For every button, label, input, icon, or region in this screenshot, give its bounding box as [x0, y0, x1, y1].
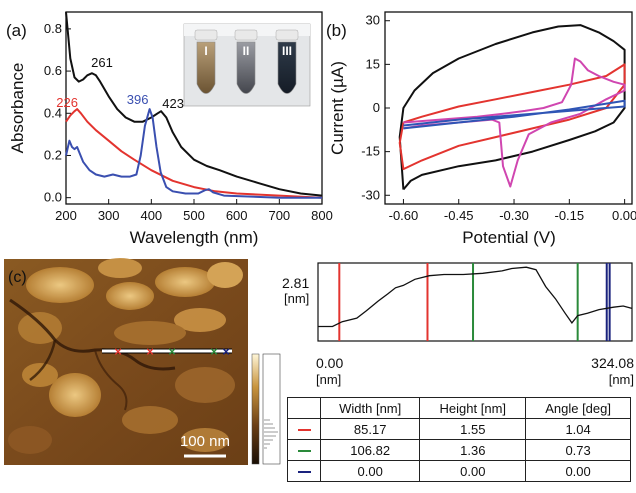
y-tick-label: 0.6 [44, 63, 62, 78]
x-axis-title: Wavelength (nm) [130, 228, 259, 247]
tube-label-ii: II [243, 44, 250, 58]
row-swatch [297, 471, 311, 474]
header-height: Height [nm] [419, 397, 527, 419]
profile-statistics-table: Width [nm] Height [nm] Angle [deg] 85.17… [287, 397, 631, 482]
table-row: 85.17 1.55 1.04 [287, 418, 631, 440]
peak-label: 423 [162, 96, 184, 111]
x-tick-label: 300 [98, 208, 120, 223]
x-tick-label: -0.60 [389, 208, 419, 223]
scale-bar-label: 100 nm [180, 433, 230, 450]
profile-frame [317, 262, 633, 342]
x-tick-label: 0.00 [612, 208, 636, 223]
peak-label: 396 [127, 92, 149, 107]
row-swatch [297, 450, 311, 453]
spectrum-line-1 [65, 108, 323, 199]
profile-y-unit: [nm] [284, 291, 309, 306]
cell-width: 0.00 [319, 460, 421, 482]
cv-curve-3 [403, 99, 626, 130]
x-tick-label: -0.15 [555, 208, 585, 223]
blue-marker: × [222, 344, 230, 359]
table-header-row: Width [nm] Height [nm] Angle [deg] [287, 397, 631, 419]
tube-ii [234, 29, 258, 94]
y-tick-label: 15 [366, 56, 380, 71]
x-tick-label: 500 [183, 208, 205, 223]
y-tick-label: 0.8 [44, 21, 62, 36]
uv-vis-panel: (a) 200 300 400 500 600 700 800 0.0 0.2 0.4 0.6 0.… [6, 11, 333, 247]
profile-y-max: 2.81 [282, 275, 309, 291]
panel-c-label: (c) [8, 269, 27, 286]
cyclic-voltammetry-panel: (b) -0.60 -0.45 -0.30 -0.15 0.00 30 15 0 -15 -30… [326, 11, 636, 247]
profile-x-end-unit: [nm] [609, 372, 634, 387]
peak-label: 226 [56, 95, 78, 110]
x-tick-label: 200 [55, 208, 77, 223]
x-tick-label: 700 [268, 208, 290, 223]
table-row: 106.82 1.36 0.73 [287, 439, 631, 461]
cv-curve-1 [398, 63, 626, 171]
y-tick-label: 0 [373, 100, 380, 115]
cell-angle: 1.04 [525, 418, 631, 440]
panel-a-label: (a) [6, 21, 27, 40]
profile-x-start-unit: [nm] [316, 372, 341, 387]
y-tick-label: 0.0 [44, 190, 62, 205]
color-scale-bar [251, 353, 260, 465]
height-profile-panel: 2.81 [nm] 0.00 [nm] 324.08 [nm] [282, 262, 634, 387]
red-marker-1: × [114, 344, 122, 359]
y-tick-label: 0.4 [44, 105, 62, 120]
spectrum-line-2 [65, 108, 322, 199]
cell-width: 85.17 [319, 418, 421, 440]
y-tick-label: -15 [361, 144, 380, 159]
y-axis-title: Absorbance [8, 63, 27, 154]
header-swatch [287, 397, 321, 419]
x-axis-title: Potential (V) [462, 228, 556, 247]
y-tick-label: 0.2 [44, 147, 62, 162]
y-axis-title: Current (µA) [328, 61, 347, 155]
tube-iii [275, 29, 299, 94]
row-swatch [297, 429, 311, 432]
cell-angle: 0.00 [525, 460, 631, 482]
tube-i [194, 29, 218, 94]
cv-curve-0 [398, 24, 626, 191]
y-tick-label: 30 [366, 13, 380, 28]
x-tick-label: 800 [311, 208, 333, 223]
cell-height: 0.00 [419, 460, 527, 482]
x-tick-label: -0.45 [444, 208, 474, 223]
cell-angle: 0.73 [525, 439, 631, 461]
header-width: Width [nm] [319, 397, 421, 419]
cv-curve-2 [403, 57, 626, 188]
x-tick-label: -0.30 [499, 208, 529, 223]
x-tick-label: 600 [226, 208, 248, 223]
green-marker-2: × [210, 344, 218, 359]
cell-height: 1.36 [419, 439, 527, 461]
tube-label-iii: III [282, 44, 292, 58]
peak-label: 261 [91, 55, 113, 70]
green-marker-1: × [168, 344, 176, 359]
afm-panel: (c) × × × × × 100 nm [4, 258, 281, 465]
header-angle: Angle [deg] [525, 397, 631, 419]
tube-label-i: I [204, 44, 207, 58]
profile-x-start: 0.00 [316, 355, 343, 371]
panel-b-label: (b) [326, 21, 347, 40]
y-tick-label: -30 [361, 187, 380, 202]
cell-height: 1.55 [419, 418, 527, 440]
x-tick-label: 400 [140, 208, 162, 223]
cell-width: 106.82 [319, 439, 421, 461]
height-histogram [262, 353, 281, 465]
profile-x-end: 324.08 [591, 355, 634, 371]
red-marker-2: × [146, 344, 154, 359]
table-row: 0.00 0.00 0.00 [287, 460, 631, 482]
inset-photo: I II III [183, 23, 311, 107]
height-profile-line [318, 266, 633, 328]
